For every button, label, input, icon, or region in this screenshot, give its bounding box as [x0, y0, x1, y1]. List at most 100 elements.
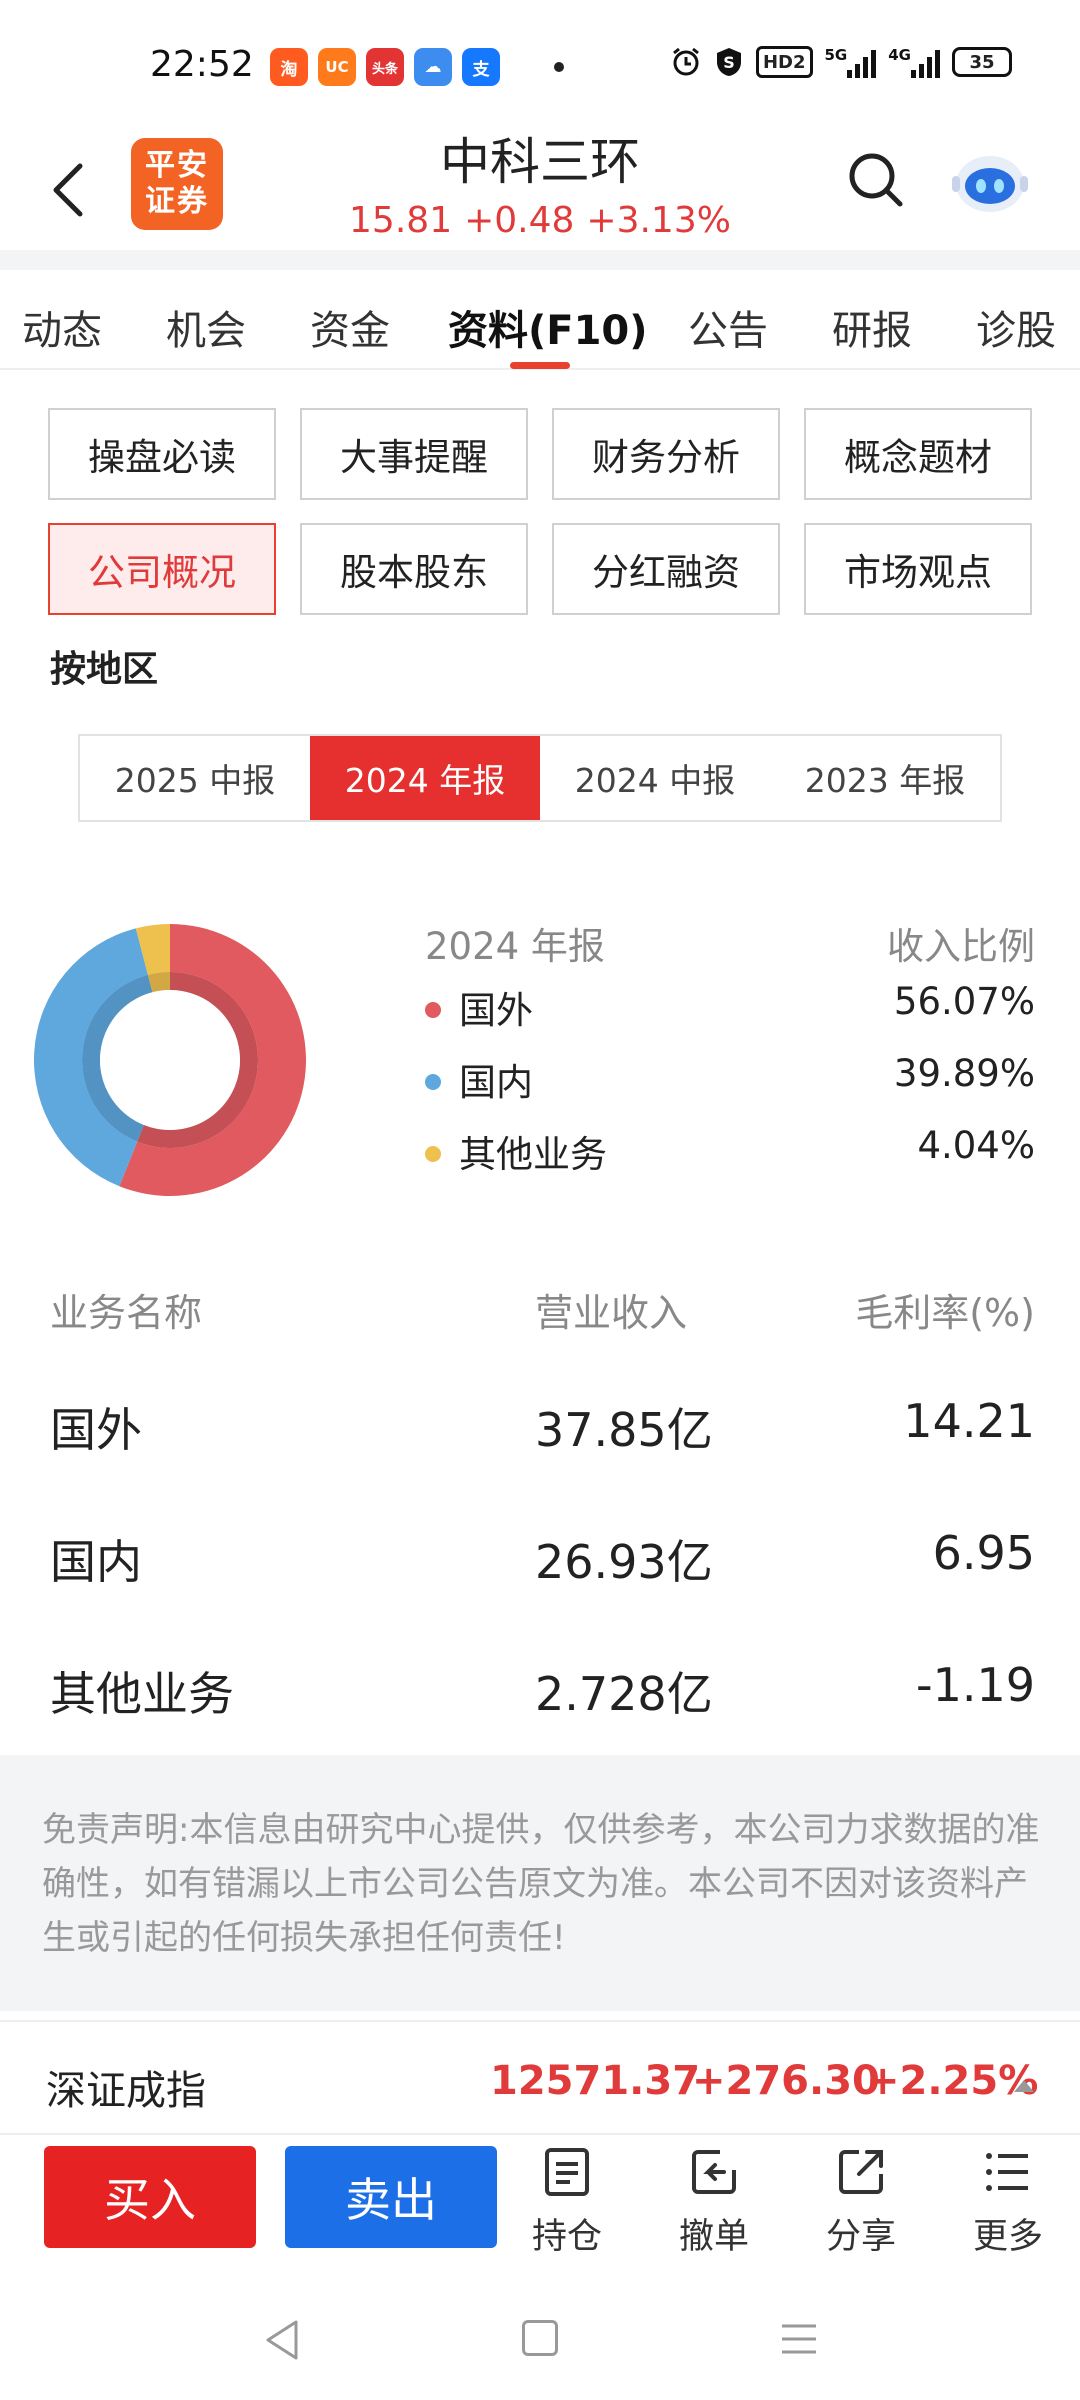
concept-theme-button[interactable]: 概念题材: [804, 408, 1032, 500]
legend-pct: 4.04%: [917, 1124, 1035, 1167]
donut-slice-2: [135, 924, 170, 975]
period-2024-interim[interactable]: 2024 中报: [574, 761, 736, 800]
tab-diagnosis[interactable]: 诊股: [976, 308, 1056, 354]
index-value: 12571.37: [490, 2058, 701, 2104]
expand-arrow-icon[interactable]: [1014, 2080, 1034, 2092]
legend-period: 2024 年报: [425, 925, 605, 968]
battery-icon: 35: [952, 47, 1012, 77]
table-row: 其他业务 2.728亿 -1.19: [50, 1658, 1035, 1728]
sell-button[interactable]: 卖出: [285, 2146, 497, 2248]
active-tab-indicator: [510, 362, 570, 369]
stock-price: 15.81: [349, 200, 453, 241]
hd-voice-icon: HD2: [755, 46, 813, 78]
market-view-button[interactable]: 市场观点: [804, 523, 1032, 615]
holdings-button[interactable]: 持仓: [517, 2146, 617, 2266]
nav-menu-icon[interactable]: [780, 2320, 818, 2358]
cell-revenue: 2.728亿: [535, 1667, 713, 1721]
signal-4g-label: 4G: [888, 46, 911, 64]
header-divider: [0, 250, 1080, 270]
shareholders-button[interactable]: 股本股东: [300, 523, 528, 615]
donut-slice-1: [33, 928, 148, 1187]
tab-f10[interactable]: 资料(F10): [448, 308, 648, 354]
status-time: 22:52: [150, 44, 254, 85]
cell-revenue: 26.93亿: [535, 1535, 713, 1589]
signal-5g-icon: 5G: [825, 46, 877, 78]
cell-margin: -1.19: [915, 1658, 1035, 1712]
cancel-order-button[interactable]: 撤单: [664, 2146, 764, 2266]
ai-assistant-robot-icon[interactable]: [950, 146, 1030, 218]
buy-button[interactable]: 买入: [44, 2146, 256, 2248]
major-events-button[interactable]: 大事提醒: [300, 408, 528, 500]
broker-logo-text: 平安 证券: [145, 148, 209, 219]
donut-slice-0: [119, 924, 306, 1196]
donut-hole: [100, 990, 240, 1130]
taobao-app-icon: 淘: [270, 48, 308, 86]
period-selector: 2025 中报 2024 年报 2024 中报 2023 年报: [78, 734, 1002, 822]
period-2024-annual[interactable]: 2024 年报: [310, 736, 540, 820]
alarm-icon: [670, 46, 702, 78]
status-bar: 22:52 淘 UC 头条 ☁ 支 S HD2 5G 4G 35: [0, 0, 1080, 130]
broker-logo: 平安 证券: [131, 138, 223, 230]
legend-pct: 39.89%: [893, 1052, 1035, 1095]
tab-funds[interactable]: 资金: [310, 308, 390, 354]
legend-dot-icon: [425, 1074, 441, 1090]
dividend-financing-button[interactable]: 分红融资: [552, 523, 780, 615]
cell-business: 国外: [50, 1403, 142, 1457]
more-button[interactable]: 更多: [958, 2146, 1058, 2266]
table-row: 国外 37.85亿 14.21: [50, 1394, 1035, 1464]
donut-inner-ring-1: [82, 974, 153, 1142]
donut-inner-ring-0: [137, 972, 258, 1148]
browser-app-icon: UC: [318, 48, 356, 86]
svg-text:S: S: [723, 53, 735, 72]
stock-change: +0.48: [464, 200, 575, 241]
legend-item: 国内 39.89%: [425, 1052, 1035, 1112]
toutiao-app-icon: 头条: [366, 48, 404, 86]
more-icon: [986, 2153, 1028, 2191]
shield-icon: S: [714, 46, 744, 78]
nav-home-icon[interactable]: [522, 2320, 558, 2356]
legend-dot-icon: [425, 1002, 441, 1018]
signal-4g-icon: 4G: [888, 46, 940, 78]
header-gross-margin: 毛利率(%): [855, 1291, 1035, 1335]
index-change: +276.30: [692, 2058, 880, 2104]
stock-name: 中科三环: [440, 133, 640, 191]
legend-item: 国外 56.07%: [425, 980, 1035, 1040]
legend-name: 其他业务: [459, 1133, 607, 1176]
holdings-icon: [545, 2148, 589, 2196]
legend-name: 国外: [459, 989, 533, 1032]
search-icon[interactable]: [846, 150, 906, 210]
donut-inner-ring-2: [147, 972, 170, 993]
index-name: 深证成指: [46, 2068, 206, 2114]
status-app-icons: 淘 UC 头条 ☁ 支: [270, 48, 500, 86]
disclaimer: 免责声明:本信息由研究中心提供，仅供参考，本公司力求数据的准确性，如有错漏以上市…: [0, 1755, 1080, 2011]
section-title: 按地区: [50, 649, 159, 690]
nav-back-icon[interactable]: [260, 2316, 302, 2364]
tab-announcements[interactable]: 公告: [688, 308, 768, 354]
tab-opportunity[interactable]: 机会: [166, 308, 246, 354]
share-label: 分享: [825, 2217, 896, 2257]
financial-analysis-button[interactable]: 财务分析: [552, 408, 780, 500]
must-read-button[interactable]: 操盘必读: [48, 408, 276, 500]
header-revenue: 营业收入: [535, 1291, 688, 1335]
stock-change-pct: +3.13%: [586, 200, 731, 241]
tab-news[interactable]: 动态: [22, 308, 102, 354]
stock-quote: 15.81 +0.48 +3.13%: [340, 200, 740, 241]
stock-tabs: 动态 机会 资金 资料(F10) 公告 研报 诊股: [0, 270, 1080, 370]
alipay-app-icon: 支: [462, 48, 500, 86]
cancel-order-icon: [692, 2150, 736, 2194]
company-overview-button[interactable]: 公司概况: [48, 523, 276, 615]
index-ticker-bar[interactable]: 深证成指 12571.37 +276.30 +2.25%: [0, 2020, 1080, 2135]
share-button[interactable]: 分享: [811, 2146, 911, 2266]
legend-name: 国内: [459, 1061, 533, 1104]
cell-margin: 14.21: [903, 1394, 1035, 1448]
back-arrow-icon[interactable]: [42, 160, 98, 220]
legend-item: 其他业务 4.04%: [425, 1124, 1035, 1184]
donut-inner-shade: [82, 972, 258, 1148]
weather-app-icon: ☁: [414, 48, 452, 86]
cell-margin: 6.95: [932, 1526, 1035, 1580]
period-2025-interim[interactable]: 2025 中报: [114, 761, 276, 800]
cell-revenue: 37.85亿: [535, 1403, 713, 1457]
period-2023-annual[interactable]: 2023 年报: [804, 761, 966, 800]
tab-research[interactable]: 研报: [832, 308, 912, 354]
revenue-donut-chart: [33, 924, 306, 1196]
